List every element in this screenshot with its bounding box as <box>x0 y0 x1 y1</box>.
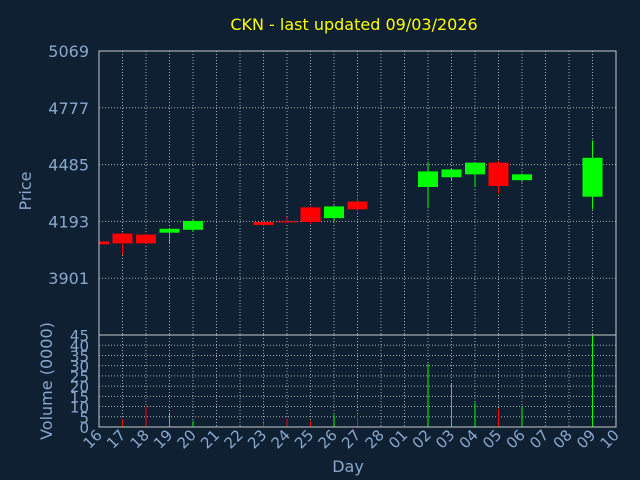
volume-tick-label: 20 <box>70 378 89 396</box>
volume-tick-label: 30 <box>70 358 89 376</box>
x-axis-label: Day <box>332 457 364 476</box>
volume-series <box>98 335 593 427</box>
volume-tick-label: 35 <box>70 347 89 365</box>
chart-title: CKN - last updated 09/03/2026 <box>230 15 477 34</box>
candle-body <box>512 174 532 181</box>
volume-tick-label: 15 <box>70 388 89 406</box>
candle-body <box>136 234 156 244</box>
price-tick-labels: 5069 4777 4485 4193 3901 <box>48 42 89 288</box>
candle-body <box>253 221 274 225</box>
volume-tick-label: 0 <box>79 419 89 437</box>
volume-tick-label: 10 <box>70 399 89 417</box>
x-tick-labels: 1617181920212223242526272801020304050607… <box>80 426 623 452</box>
price-axis-label: Price <box>16 171 35 210</box>
price-tick-label: 3901 <box>48 269 89 288</box>
volume-tick-label: 40 <box>70 337 89 355</box>
candle-body <box>324 206 344 219</box>
candle-body <box>347 201 368 210</box>
price-tick-label: 4193 <box>48 212 89 231</box>
volume-tick-label: 5 <box>79 409 89 427</box>
candle-body <box>112 233 133 244</box>
price-tick-label: 4777 <box>48 99 89 118</box>
candle-body <box>441 169 462 178</box>
candle-body <box>99 241 109 245</box>
volume-tick-label: 25 <box>70 368 89 386</box>
candle-body <box>465 162 485 175</box>
price-tick-label: 4485 <box>48 156 89 175</box>
candle-body <box>488 162 509 186</box>
candle-body <box>183 221 203 230</box>
candle-body <box>582 157 603 197</box>
candle-series <box>98 140 603 256</box>
volume-tick-label: 45 <box>70 327 89 345</box>
candle-body <box>418 171 438 187</box>
candle-body <box>277 221 297 223</box>
price-tick-label: 5069 <box>48 42 89 61</box>
volume-panel-frame <box>98 334 617 428</box>
candle-body <box>159 228 180 233</box>
candle-body <box>300 207 321 222</box>
volume-axis-label: Volume (0000) <box>37 322 56 440</box>
